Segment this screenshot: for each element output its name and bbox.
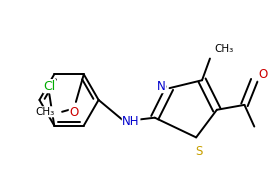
Text: N: N	[157, 80, 166, 93]
Text: CH₃: CH₃	[214, 44, 233, 54]
Text: NH: NH	[122, 115, 140, 128]
Text: O: O	[69, 106, 79, 119]
Text: CH₃: CH₃	[35, 107, 54, 117]
Text: O: O	[258, 68, 267, 81]
Text: Cl: Cl	[43, 80, 55, 93]
Text: S: S	[195, 145, 203, 158]
